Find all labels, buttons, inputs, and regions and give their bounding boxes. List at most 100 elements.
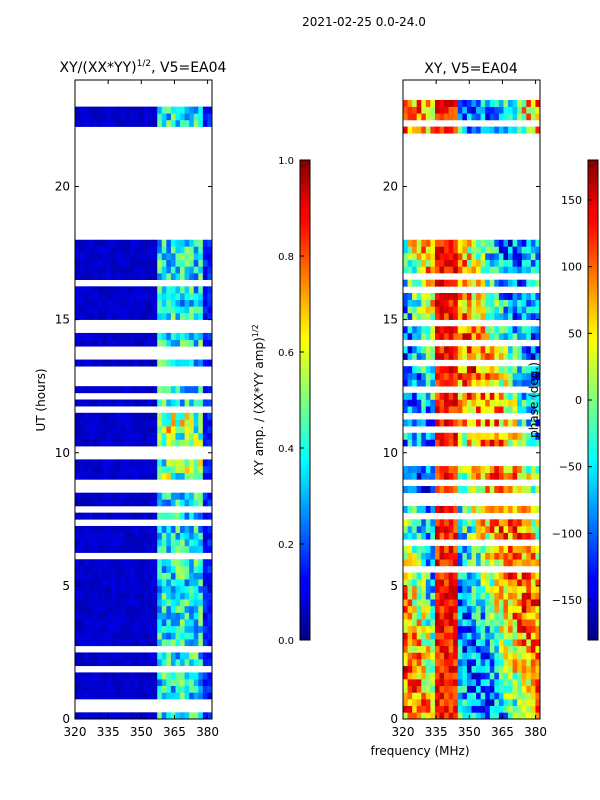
heatmap-cell	[125, 266, 131, 274]
heatmap-cell	[166, 339, 172, 347]
heatmap-cell	[97, 239, 103, 247]
heatmap-cell	[198, 525, 204, 533]
heatmap-cell	[106, 439, 113, 447]
heatmap-cell	[198, 559, 204, 567]
heatmap-cell	[512, 519, 518, 527]
heatmap-cell	[193, 599, 199, 607]
heatmap-cell	[75, 339, 81, 347]
heatmap-cell	[120, 339, 126, 347]
heatmap-cell	[489, 346, 495, 354]
heatmap-cell	[93, 472, 99, 480]
heatmap-cell	[125, 639, 131, 647]
heatmap-cell	[79, 639, 85, 647]
heatmap-cell	[106, 386, 113, 394]
heatmap-cell	[503, 332, 509, 340]
heatmap-cell	[489, 559, 495, 567]
heatmap-cell	[530, 619, 537, 627]
heatmap-cell	[448, 579, 454, 587]
heatmap-cell	[425, 639, 431, 647]
heatmap-cell	[93, 332, 99, 340]
heatmap-cell	[189, 565, 195, 573]
heatmap-cell	[157, 605, 163, 613]
heatmap-cell	[503, 352, 509, 360]
heatmap-cell	[189, 572, 195, 580]
heatmap-cell	[517, 545, 523, 553]
heatmap-cell	[403, 259, 409, 267]
heatmap-cell	[448, 266, 454, 274]
heatmap-cell	[75, 246, 81, 254]
heatmap-cell	[148, 712, 154, 719]
heatmap-cell	[503, 525, 509, 533]
y-tick-label: 15	[383, 313, 398, 327]
heatmap-cell	[189, 253, 195, 261]
heatmap-cell	[471, 545, 477, 553]
heatmap-cell	[175, 585, 181, 593]
heatmap-cell	[503, 326, 509, 334]
heatmap-cell	[480, 99, 486, 107]
heatmap-cell	[425, 239, 431, 247]
heatmap-cell	[161, 692, 167, 700]
heatmap-cell	[517, 685, 523, 693]
heatmap-cell	[517, 419, 523, 427]
heatmap-cell	[102, 286, 108, 294]
heatmap-cell	[485, 106, 491, 114]
heatmap-cell	[79, 253, 85, 261]
heatmap-cell	[88, 512, 94, 520]
heatmap-cell	[430, 652, 436, 660]
heatmap-cell	[439, 679, 445, 687]
heatmap-cell	[120, 619, 126, 627]
heatmap-cell	[120, 412, 126, 420]
heatmap-cell	[512, 592, 518, 600]
heatmap-cell	[403, 352, 409, 360]
heatmap-cell	[521, 486, 527, 493]
heatmap-cell	[170, 266, 177, 274]
heatmap-cell	[166, 259, 172, 267]
heatmap-cell	[448, 312, 454, 320]
x-tick-label: 380	[524, 725, 547, 739]
heatmap-cell	[489, 525, 495, 533]
heatmap-cell	[526, 366, 532, 374]
heatmap-cell	[106, 412, 113, 420]
heatmap-cell	[517, 126, 523, 134]
heatmap-cell	[521, 639, 527, 647]
heatmap-cell	[175, 412, 181, 420]
heatmap-cell	[485, 605, 491, 613]
heatmap-cell	[498, 253, 505, 261]
heatmap-cell	[412, 599, 418, 607]
heatmap-cell	[526, 299, 532, 307]
y-tick-label: 5	[62, 579, 70, 593]
heatmap-cell	[148, 419, 154, 427]
heatmap-cell	[466, 559, 473, 567]
heatmap-cell	[116, 113, 122, 121]
heatmap-cell	[412, 253, 418, 261]
heatmap-cell	[485, 399, 491, 407]
heatmap-cell	[521, 645, 527, 653]
heatmap-cell	[129, 386, 135, 394]
heatmap-cell	[170, 679, 177, 687]
heatmap-cell	[462, 279, 468, 287]
heatmap-cell	[471, 572, 477, 580]
heatmap-cell	[88, 359, 94, 367]
heatmap-cell	[503, 552, 509, 560]
heatmap-cell	[403, 592, 409, 600]
heatmap-cell	[198, 545, 204, 553]
heatmap-cell	[526, 466, 532, 474]
heatmap-cell	[166, 312, 172, 320]
heatmap-cell	[129, 652, 135, 660]
heatmap-cell	[517, 99, 523, 107]
heatmap-cell	[143, 652, 149, 660]
heatmap-cell	[207, 499, 212, 507]
heatmap-cell	[485, 439, 491, 447]
heatmap-cell	[416, 545, 422, 553]
heatmap-cell	[407, 579, 413, 587]
heatmap-cell	[412, 419, 418, 427]
heatmap-cell	[508, 392, 514, 400]
heatmap-cell	[448, 366, 454, 374]
heatmap-cell	[184, 106, 190, 114]
heatmap-cell	[466, 372, 473, 380]
heatmap-cell	[157, 579, 163, 587]
heatmap-cell	[425, 665, 431, 673]
heatmap-cell	[170, 412, 177, 420]
heatmap-cell	[498, 639, 505, 647]
heatmap-cell	[106, 525, 113, 533]
